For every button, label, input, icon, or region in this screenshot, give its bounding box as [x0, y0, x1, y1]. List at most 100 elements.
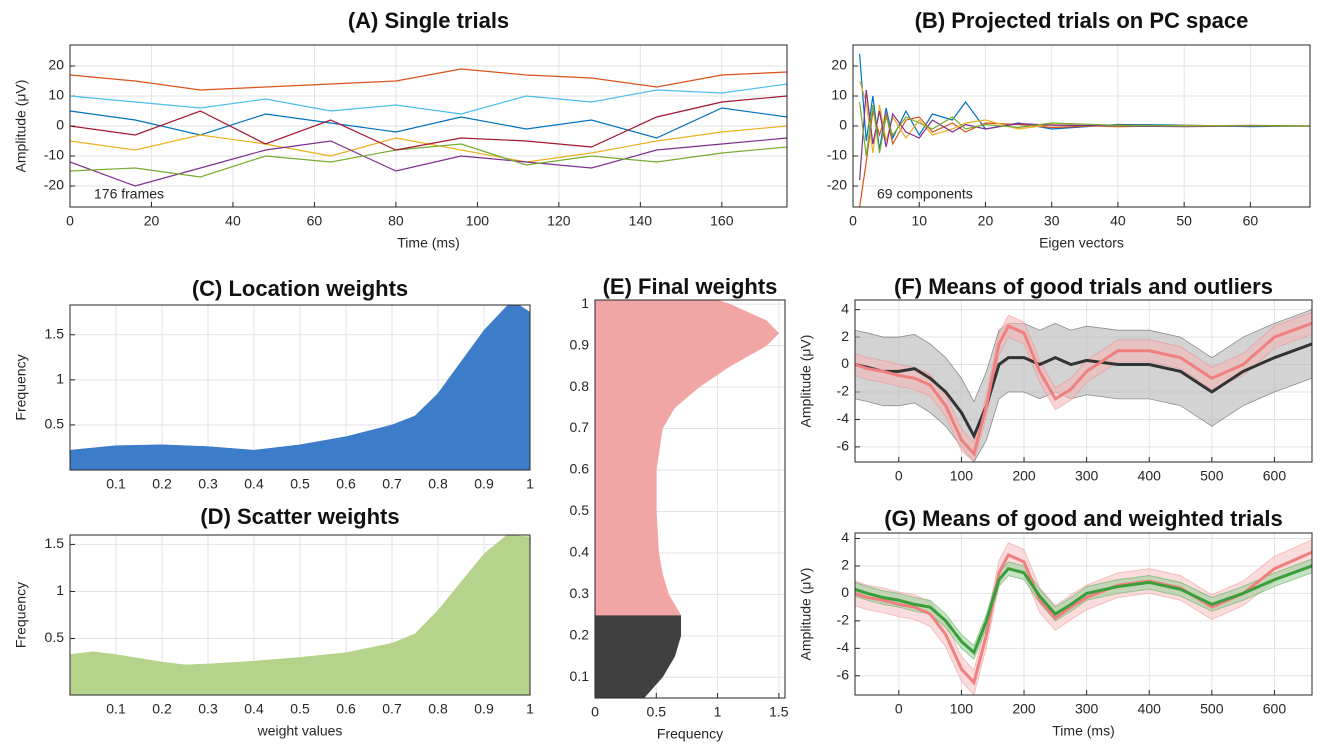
- panel-title: (B) Projected trials on PC space: [915, 8, 1249, 33]
- x-tick-label: 0.3: [198, 476, 218, 492]
- y-tick-label: 0.5: [45, 416, 65, 432]
- y-tick-label: 2: [841, 328, 849, 344]
- x-tick-label: 0.5: [290, 476, 310, 492]
- y-tick-label: 1: [56, 582, 64, 598]
- panel: 0.1 0.2 0.3 0.4 0.5 0.6 0.7 0.8 0.9 1 0.5 1 1.5 (D) S…: [13, 504, 534, 739]
- x-tick-label: 0.8: [428, 476, 448, 492]
- x-tick-label: 50: [1176, 213, 1192, 229]
- trial-line: [859, 101, 1310, 157]
- x-tick-label: 30: [1044, 213, 1060, 229]
- y-tick-label: 0.9: [570, 336, 590, 352]
- x-tick-label: 10: [911, 213, 927, 229]
- y-tick-label: 10: [831, 87, 847, 103]
- y-tick-label: 0.4: [570, 544, 590, 560]
- y-tick-label: 1.5: [45, 535, 65, 551]
- trial-line: [70, 95, 787, 151]
- marks: [70, 68, 787, 187]
- y-tick-label: 0: [56, 117, 64, 133]
- trial-line: [70, 68, 787, 91]
- area: [595, 300, 780, 616]
- band: [855, 558, 1312, 660]
- x-tick-label: 0.9: [474, 701, 494, 717]
- y-tick-label: -2: [837, 383, 850, 399]
- axes-frame: [854, 299, 1313, 463]
- x-tick-label: 0.9: [474, 476, 494, 492]
- x-tick-label: 40: [1110, 213, 1126, 229]
- y-tick-label: 0.3: [570, 585, 590, 601]
- x-tick-label: 1.5: [769, 704, 789, 720]
- y-tick-label: -6: [837, 666, 850, 682]
- marks: [70, 535, 530, 695]
- x-tick-label: 100: [950, 701, 974, 717]
- panel: 0 100 200 300 400 500 600 -6 -4 -2 0 2 4 (G) Means of…: [798, 506, 1313, 739]
- y-tick-label: -10: [827, 147, 847, 163]
- x-axis-label: Time (ms): [1052, 723, 1114, 739]
- marks: [855, 309, 1312, 462]
- y-tick-label: 0.7: [570, 419, 590, 435]
- x-tick-label: 0: [895, 701, 903, 717]
- x-tick-label: 0.8: [428, 701, 448, 717]
- x-tick-label: 0.6: [336, 476, 356, 492]
- x-tick-label: 200: [1012, 701, 1036, 717]
- trial-line: [70, 143, 787, 178]
- x-tick-label: 300: [1075, 468, 1099, 484]
- y-tick-label: 0.5: [45, 629, 65, 645]
- x-tick-label: 0.1: [106, 476, 126, 492]
- annotation: 69 components: [877, 186, 973, 202]
- y-axis-label: Frequency: [13, 354, 29, 420]
- x-tick-label: 300: [1075, 701, 1099, 717]
- x-axis-label: Time (ms): [397, 235, 459, 251]
- x-tick-label: 0: [895, 468, 903, 484]
- x-tick-label: 0.4: [244, 476, 264, 492]
- x-tick-label: 0: [66, 213, 74, 229]
- y-tick-label: 0: [841, 584, 849, 600]
- x-tick-label: 400: [1138, 701, 1162, 717]
- y-tick-label: 20: [48, 57, 64, 73]
- x-tick-label: 60: [307, 213, 323, 229]
- y-tick-label: 0.2: [570, 627, 590, 643]
- x-tick-label: 0.7: [382, 476, 402, 492]
- panel-title: (G) Means of good and weighted trials: [884, 506, 1282, 531]
- x-tick-label: 1: [714, 704, 722, 720]
- x-tick-label: 600: [1263, 468, 1287, 484]
- y-tick-label: 0: [841, 355, 849, 371]
- area: [70, 535, 530, 695]
- y-tick-label: 0.1: [570, 668, 590, 684]
- x-tick-label: 40: [225, 213, 241, 229]
- x-tick-label: 0.6: [336, 701, 356, 717]
- y-tick-label: -20: [827, 177, 847, 193]
- x-tick-label: 120: [547, 213, 571, 229]
- band: [855, 311, 1312, 462]
- y-tick-label: 0.8: [570, 378, 590, 394]
- mean-line: [855, 564, 1312, 655]
- x-tick-label: 140: [629, 213, 653, 229]
- x-axis-label: weight values: [257, 723, 343, 739]
- y-tick-label: 4: [841, 529, 849, 545]
- x-tick-label: 0.2: [152, 476, 172, 492]
- x-tick-label: 600: [1263, 701, 1287, 717]
- panel-title: (C) Location weights: [192, 276, 408, 301]
- x-tick-label: 0.7: [382, 701, 402, 717]
- y-tick-label: -6: [837, 438, 850, 454]
- y-tick-label: 20: [831, 57, 847, 73]
- panel-title: (F) Means of good trials and outliers: [894, 274, 1273, 299]
- axes-frame: [69, 534, 531, 696]
- y-tick-label: -4: [837, 639, 850, 655]
- trial-line: [70, 137, 787, 187]
- x-tick-label: 0.5: [290, 701, 310, 717]
- x-tick-label: 60: [1243, 213, 1259, 229]
- marks: [855, 539, 1312, 695]
- y-tick-label: 2: [841, 557, 849, 573]
- y-tick-label: -20: [44, 177, 64, 193]
- x-tick-label: 0.1: [106, 701, 126, 717]
- x-tick-label: 200: [1012, 468, 1036, 484]
- area: [70, 305, 530, 470]
- x-tick-label: 100: [466, 213, 490, 229]
- x-tick-label: 0.5: [647, 704, 667, 720]
- x-tick-label: 500: [1200, 468, 1224, 484]
- axes-frame: [854, 532, 1313, 696]
- y-tick-label: 4: [841, 300, 849, 316]
- y-tick-label: -2: [837, 612, 850, 628]
- x-tick-label: 1: [526, 701, 534, 717]
